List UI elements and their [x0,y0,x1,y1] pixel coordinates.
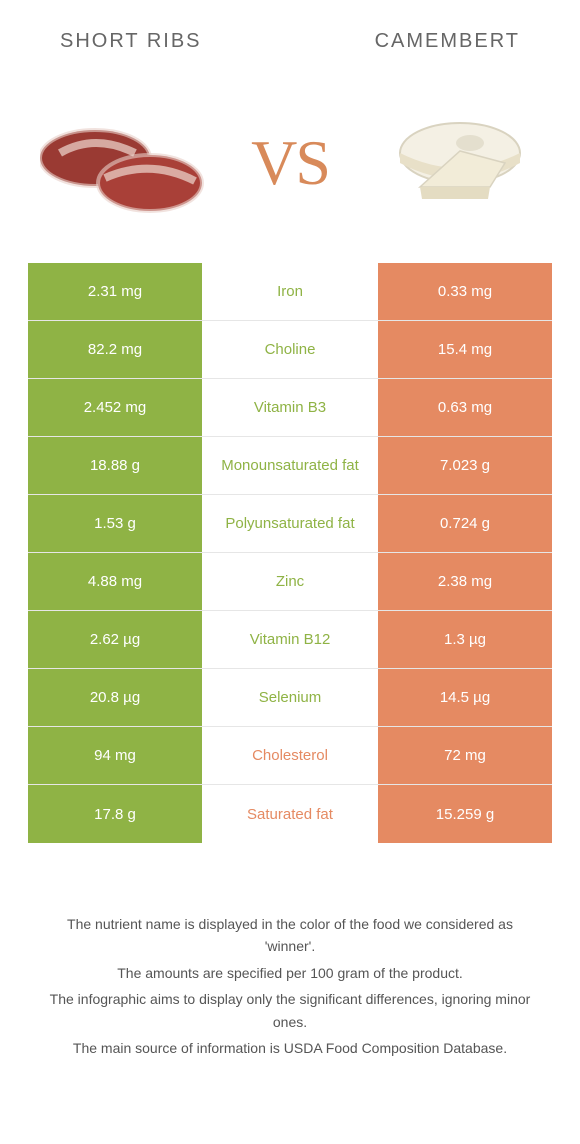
left-value: 94 mg [28,727,202,784]
right-value: 7.023 g [378,437,552,494]
nutrient-name: Zinc [202,553,378,610]
right-value: 1.3 µg [378,611,552,668]
nutrient-name: Monounsaturated fat [202,437,378,494]
right-value: 15.259 g [378,785,552,843]
right-food-image [370,93,540,233]
nutrient-name: Vitamin B12 [202,611,378,668]
table-row: 17.8 gSaturated fat15.259 g [28,785,552,843]
nutrient-name: Vitamin B3 [202,379,378,436]
right-value: 14.5 µg [378,669,552,726]
table-row: 2.62 µgVitamin B121.3 µg [28,611,552,669]
right-value: 0.33 mg [378,263,552,320]
footnote-line: The main source of information is USDA F… [40,1037,540,1059]
left-value: 2.62 µg [28,611,202,668]
nutrient-name: Iron [202,263,378,320]
table-row: 4.88 mgZinc2.38 mg [28,553,552,611]
nutrient-name: Saturated fat [202,785,378,843]
table-row: 82.2 mgCholine15.4 mg [28,321,552,379]
left-food-image [40,93,210,233]
right-value: 2.38 mg [378,553,552,610]
table-row: 2.31 mgIron0.33 mg [28,263,552,321]
footnotes: The nutrient name is displayed in the co… [0,843,580,1059]
right-value: 72 mg [378,727,552,784]
table-row: 2.452 mgVitamin B30.63 mg [28,379,552,437]
nutrient-name: Selenium [202,669,378,726]
left-value: 82.2 mg [28,321,202,378]
nutrient-table: 2.31 mgIron0.33 mg82.2 mgCholine15.4 mg2… [0,263,580,843]
left-value: 2.31 mg [28,263,202,320]
table-row: 18.88 gMonounsaturated fat7.023 g [28,437,552,495]
right-food-title: CAMEMBERT [375,30,520,53]
table-row: 1.53 gPolyunsaturated fat0.724 g [28,495,552,553]
left-value: 20.8 µg [28,669,202,726]
left-food-title: SHORT RIBS [60,30,202,53]
table-row: 94 mgCholesterol72 mg [28,727,552,785]
nutrient-name: Choline [202,321,378,378]
table-row: 20.8 µgSelenium14.5 µg [28,669,552,727]
vs-label: VS [251,126,329,200]
left-value: 4.88 mg [28,553,202,610]
nutrient-name: Polyunsaturated fat [202,495,378,552]
footnote-line: The infographic aims to display only the… [40,988,540,1033]
images-row: VS [0,73,580,263]
header: SHORT RIBS CAMEMBERT [0,0,580,73]
right-value: 15.4 mg [378,321,552,378]
footnote-line: The amounts are specified per 100 gram o… [40,962,540,984]
nutrient-name: Cholesterol [202,727,378,784]
left-value: 18.88 g [28,437,202,494]
right-value: 0.63 mg [378,379,552,436]
left-value: 1.53 g [28,495,202,552]
left-value: 17.8 g [28,785,202,843]
left-value: 2.452 mg [28,379,202,436]
right-value: 0.724 g [378,495,552,552]
footnote-line: The nutrient name is displayed in the co… [40,913,540,958]
